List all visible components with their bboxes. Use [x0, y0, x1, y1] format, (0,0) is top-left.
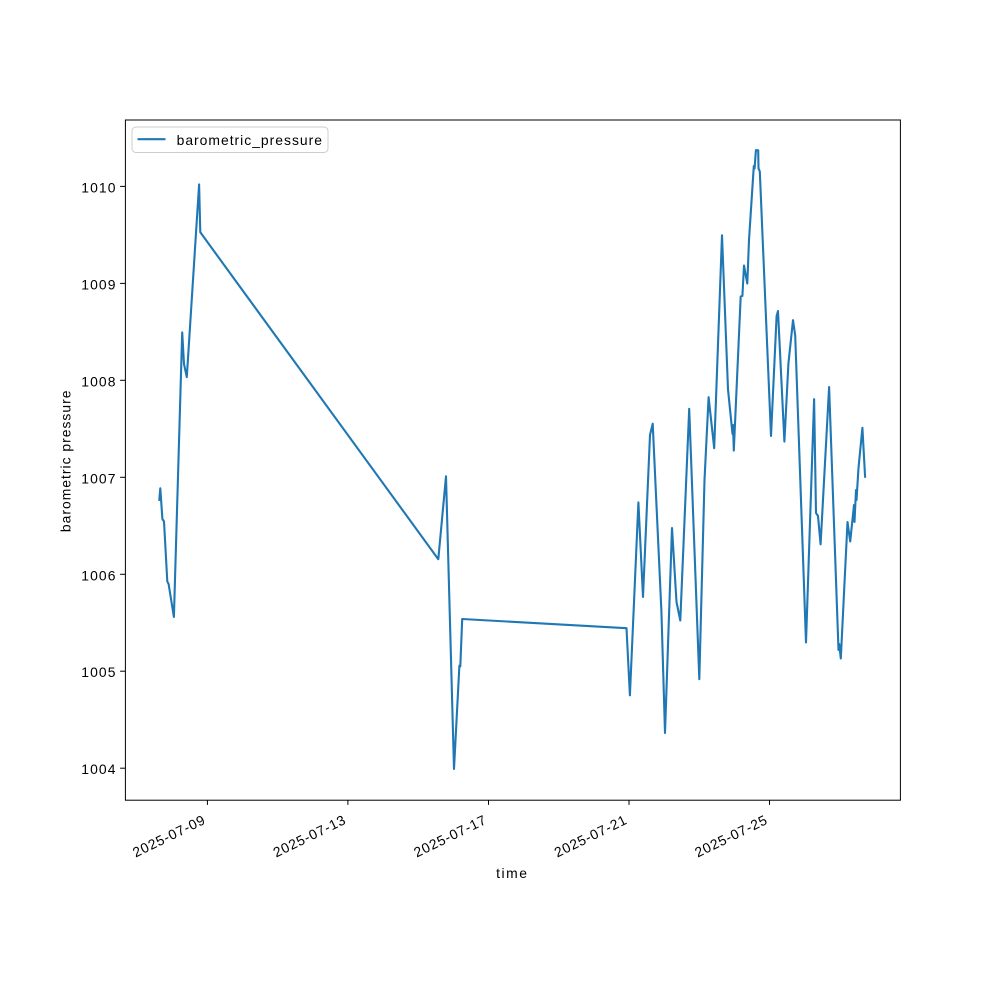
svg-text:time: time: [496, 865, 528, 881]
svg-text:1010: 1010: [81, 179, 116, 195]
svg-text:1008: 1008: [81, 373, 116, 389]
svg-text:barometric pressure: barometric pressure: [58, 390, 74, 533]
svg-text:1007: 1007: [81, 470, 116, 486]
svg-text:1004: 1004: [81, 761, 116, 777]
svg-text:1005: 1005: [81, 664, 116, 680]
svg-text:1009: 1009: [81, 276, 116, 292]
svg-text:1006: 1006: [81, 567, 116, 583]
svg-text:barometric_pressure: barometric_pressure: [177, 132, 323, 148]
